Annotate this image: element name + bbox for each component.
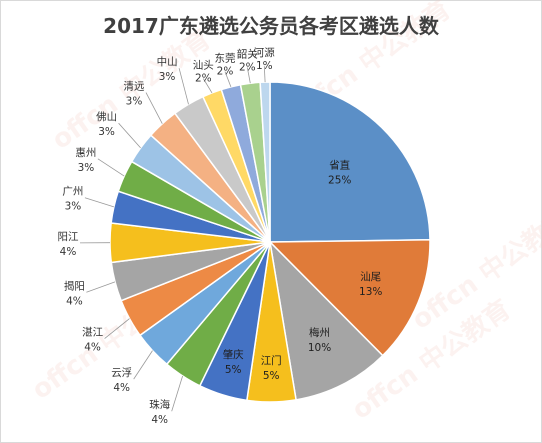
leader-line xyxy=(224,71,232,88)
pie-slice-3 xyxy=(268,239,384,401)
chart-title: 2017广东遴选公务员各考区遴选人数 xyxy=(103,14,440,38)
leader-line xyxy=(145,92,163,124)
slice-percent: 4% xyxy=(113,382,130,394)
slice-labels: 省直 25% 汕尾 13% 梅州 10% 江门 5% 肇庆 5% 珠海 4% 云浮 4% 湛江 4% 揭阳 4% 阳… xyxy=(58,46,383,426)
leader-line xyxy=(118,122,141,149)
pie-slice-2 xyxy=(268,239,431,357)
slice-label: 梅州 xyxy=(309,326,330,339)
leader-line xyxy=(171,375,183,412)
leader-line xyxy=(97,158,125,177)
slice-label: 惠州 xyxy=(75,146,96,159)
slice-label: 湛江 xyxy=(82,327,103,339)
slice-label: 韶关 xyxy=(237,47,258,60)
slice-label: 佛山 xyxy=(96,110,117,123)
leader-lines xyxy=(79,66,266,412)
slice-percent: 3% xyxy=(65,201,82,213)
slice-percent: 10% xyxy=(308,342,331,354)
slice-percent: 4% xyxy=(60,246,77,258)
slice-label: 中山 xyxy=(157,55,178,68)
slice-label: 省直 xyxy=(329,158,350,171)
slice-percent: 3% xyxy=(98,126,115,138)
leader-line xyxy=(86,281,116,293)
slice-percent: 5% xyxy=(225,364,242,376)
leader-line xyxy=(246,67,251,84)
slice-percent: 25% xyxy=(328,174,351,186)
slice-percent: 4% xyxy=(66,295,83,307)
slice-label: 肇庆 xyxy=(223,348,244,361)
leader-line xyxy=(84,197,115,208)
pie-slices xyxy=(109,81,431,403)
slice-label: 揭阳 xyxy=(64,279,85,292)
slice-percent: 2% xyxy=(217,66,234,78)
slice-percent: 2% xyxy=(195,73,212,85)
slice-percent: 13% xyxy=(359,286,382,298)
slice-percent: 3% xyxy=(126,96,143,108)
slice-label: 汕头 xyxy=(193,60,214,72)
pie-slice-1 xyxy=(269,81,431,243)
leader-line xyxy=(202,78,213,94)
slice-label: 东莞 xyxy=(215,52,236,65)
slice-label: 江门 xyxy=(261,354,282,367)
slice-label: 广州 xyxy=(62,186,83,198)
leader-line xyxy=(178,68,189,105)
slice-label: 汕尾 xyxy=(360,271,381,283)
slice-percent: 4% xyxy=(151,414,168,426)
leader-line xyxy=(263,66,266,83)
slice-label: 清远 xyxy=(124,80,145,93)
slice-percent: 1% xyxy=(256,60,273,72)
slice-percent: 5% xyxy=(263,370,280,382)
leader-line xyxy=(104,318,130,339)
slice-label: 阳江 xyxy=(58,231,79,243)
slice-label: 珠海 xyxy=(149,398,170,411)
leader-line xyxy=(133,350,153,380)
slice-label: 云浮 xyxy=(111,367,132,379)
slice-percent: 2% xyxy=(239,61,256,73)
slice-percent: 3% xyxy=(78,162,95,174)
slice-percent: 3% xyxy=(159,71,176,83)
slice-label: 河源 xyxy=(254,46,275,59)
slice-percent: 4% xyxy=(84,342,101,354)
